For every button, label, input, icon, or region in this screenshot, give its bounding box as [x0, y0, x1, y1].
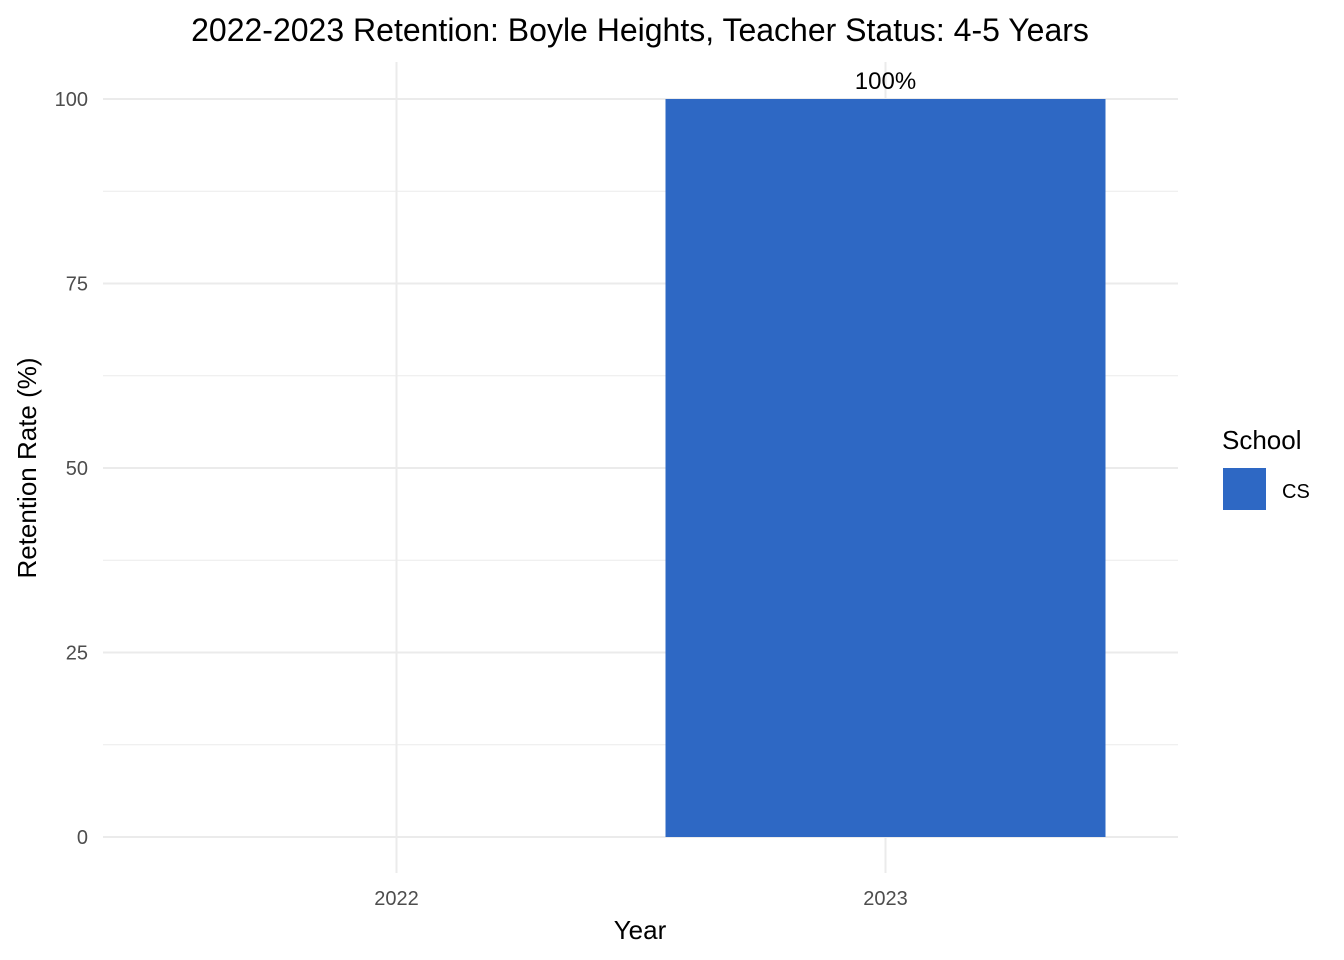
y-tick-label: 100 — [55, 89, 88, 111]
legend-label-cs: CS — [1282, 481, 1310, 503]
x-axis-title: Year — [614, 915, 667, 945]
y-tick-label: 25 — [66, 643, 88, 665]
x-axis-ticks: 2022 2023 — [374, 888, 908, 910]
y-tick-label: 75 — [66, 274, 88, 296]
data-labels: 100% — [855, 68, 916, 95]
y-tick-label: 50 — [66, 458, 88, 480]
data-label: 100% — [855, 68, 916, 95]
x-tick-label: 2023 — [863, 888, 908, 910]
x-tick-label: 2022 — [374, 888, 419, 910]
legend-title: School — [1222, 425, 1302, 455]
legend: School CS — [1222, 425, 1310, 510]
legend-key-cs — [1223, 468, 1266, 510]
y-tick-label: 0 — [77, 827, 88, 849]
y-axis-ticks: 0 25 50 75 100 — [55, 89, 88, 849]
y-axis-title: Retention Rate (%) — [12, 357, 42, 578]
bars — [665, 99, 1106, 837]
bar-cs-2023 — [665, 99, 1106, 837]
chart-title: 2022-2023 Retention: Boyle Heights, Teac… — [191, 12, 1089, 48]
